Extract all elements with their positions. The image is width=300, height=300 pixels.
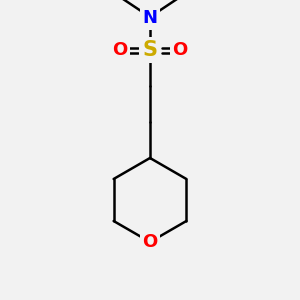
Text: N: N (142, 9, 158, 27)
Text: O: O (142, 233, 158, 251)
Text: O: O (112, 41, 128, 59)
Text: O: O (172, 41, 188, 59)
Text: S: S (142, 40, 158, 60)
